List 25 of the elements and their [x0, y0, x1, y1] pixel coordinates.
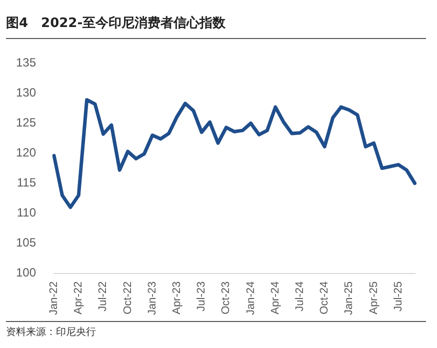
y-tick-label: 135	[16, 56, 36, 70]
x-tick-label: Apr-23	[171, 281, 184, 314]
x-tick-label: Apr-25	[368, 281, 380, 314]
y-tick-label: 120	[16, 146, 36, 160]
y-tick-label: 110	[16, 206, 36, 220]
x-tick-label: Apr-24	[269, 281, 282, 314]
y-tick-label: 125	[16, 116, 36, 130]
x-tick-label: Jan-23	[146, 281, 158, 316]
x-tick-label: Oct-23	[220, 281, 232, 314]
x-tick-label: Jul-23	[196, 281, 208, 312]
x-tick-label: Oct-22	[122, 281, 134, 314]
y-tick-label: 115	[16, 176, 36, 190]
x-tick-label: Apr-22	[72, 281, 85, 314]
x-tick-label: Jan-24	[244, 281, 257, 316]
text: 资料来源：印尼央行	[6, 321, 426, 339]
y-tick-label: 130	[16, 86, 36, 100]
x-tick-label: Jul-25	[392, 281, 404, 312]
x-tick-label: Jul-24	[294, 281, 306, 312]
chart-title: 图4 2022-至今印尼消费者信心指数	[6, 14, 426, 39]
y-tick-label: 105	[16, 236, 36, 250]
x-tick-label: Jul-22	[97, 281, 110, 312]
x-tick-label: Jan-22	[48, 281, 60, 316]
y-tick-label: 100	[16, 266, 36, 280]
x-tick-label: Oct-24	[318, 281, 331, 314]
x-tick-label: Jan-25	[343, 281, 356, 316]
